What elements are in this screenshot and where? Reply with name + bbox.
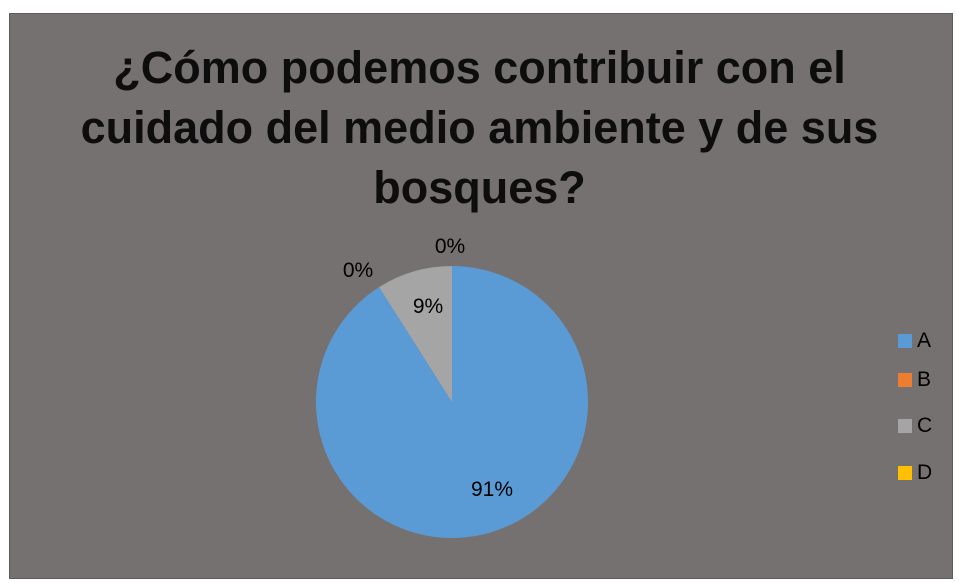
legend-swatch-d [898, 466, 912, 480]
chart-title-line-3: bosques? [373, 162, 586, 213]
chart-title: ¿Cómo podemos contribuir con el cuidado … [0, 38, 959, 218]
legend-label-c: C [917, 414, 933, 437]
legend-swatch-a [898, 334, 912, 348]
data-label-d: 0% [435, 235, 465, 258]
chart-title-line-2: cuidado del medio ambiente y de sus [80, 102, 879, 153]
data-label-a: 91% [471, 478, 513, 501]
data-label-c: 9% [413, 295, 443, 318]
legend-label-b: B [917, 368, 932, 391]
legend-label-d: D [917, 461, 933, 484]
legend-swatch-b [898, 373, 912, 387]
legend-swatch-c [898, 419, 912, 433]
pie-slice-a [316, 266, 589, 538]
pie-slice-c [379, 266, 452, 402]
chart-title-line-1: ¿Cómo podemos contribuir con el [113, 42, 846, 93]
legend-label-a: A [917, 329, 932, 352]
data-label-b: 0% [343, 259, 373, 282]
